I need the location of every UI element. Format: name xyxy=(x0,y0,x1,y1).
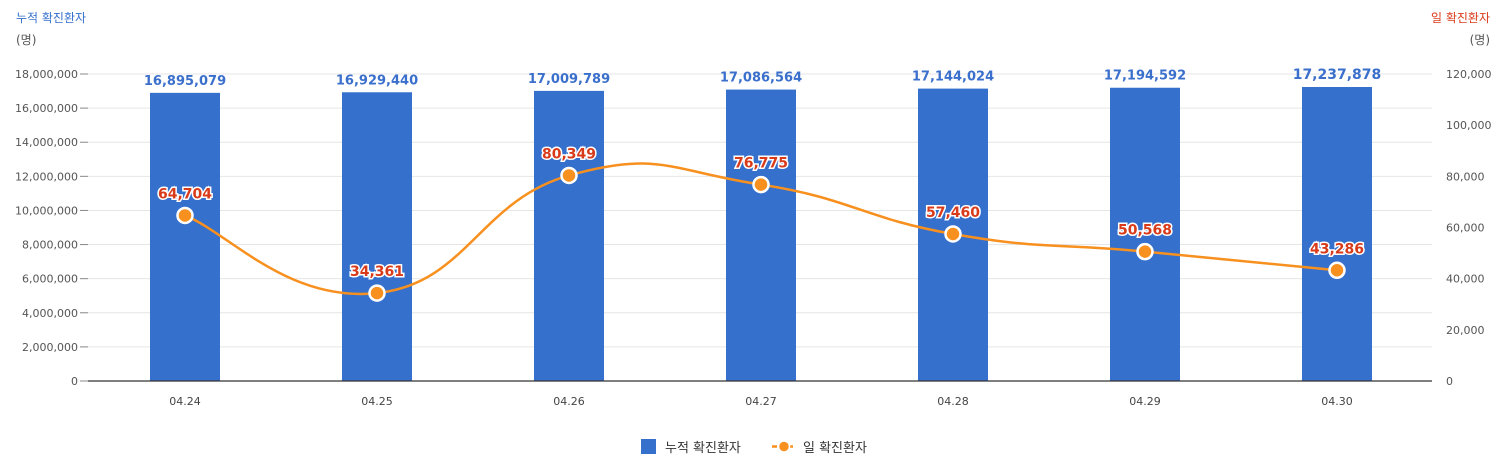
line-point xyxy=(1136,242,1154,261)
x-tick-label: 04.26 xyxy=(553,395,585,408)
point-value-label: 34,361 xyxy=(350,264,404,280)
left-axis: 0 2,000,000 4,000,000 6,000,000 8,000,000 10,… xyxy=(15,68,88,388)
right-tick-label: 0 xyxy=(1446,375,1453,388)
line-point xyxy=(944,225,962,243)
line-point xyxy=(560,166,578,185)
bar xyxy=(150,92,220,382)
left-tick-label: 16,000,000 xyxy=(15,102,78,115)
point-value-label: 50,568 xyxy=(1118,223,1172,239)
bar xyxy=(534,90,604,381)
legend-swatch-bar xyxy=(641,439,656,454)
x-tick-label: 04.27 xyxy=(745,395,777,408)
point-value-label: 80,349 xyxy=(542,146,596,162)
legend-label-daily: 일 확진환자 xyxy=(803,441,867,456)
legend-label-cumulative: 누적 확진환자 xyxy=(665,441,741,456)
bar-value-label: 17,237,878 xyxy=(1293,67,1382,83)
point-value-label: 57,460 xyxy=(926,205,980,221)
bar-value-label: 17,086,564 xyxy=(720,71,802,86)
left-axis-title: 누적 확진환자 xyxy=(16,11,86,25)
x-axis: 04.24 04.25 04.26 04.27 04.28 04.29 04.30 xyxy=(169,395,1353,408)
left-tick-label: 10,000,000 xyxy=(15,204,78,217)
x-tick-label: 04.30 xyxy=(1321,395,1353,408)
x-tick-label: 04.28 xyxy=(937,395,969,408)
x-tick-label: 04.24 xyxy=(169,395,201,408)
left-tick-label: 18,000,000 xyxy=(15,68,78,81)
line-point xyxy=(1328,261,1346,280)
bar-series xyxy=(150,86,1372,382)
left-tick-label: 0 xyxy=(71,375,78,388)
bar xyxy=(1302,86,1372,381)
point-value-label: 43,286 xyxy=(1310,241,1364,257)
line-point xyxy=(752,175,770,194)
point-value-label: 76,775 xyxy=(734,156,788,172)
bar xyxy=(1110,87,1180,381)
left-tick-label: 12,000,000 xyxy=(15,170,78,183)
bar-value-label: 16,895,079 xyxy=(144,74,226,89)
x-tick-label: 04.29 xyxy=(1129,395,1161,408)
line-points xyxy=(176,166,1346,302)
left-tick-label: 2,000,000 xyxy=(22,341,78,354)
left-tick-label: 14,000,000 xyxy=(15,136,78,149)
right-tick-label: 80,000 xyxy=(1446,170,1485,183)
line-point xyxy=(368,284,386,302)
bar xyxy=(726,89,796,381)
x-tick-label: 04.25 xyxy=(361,395,393,408)
right-axis-title: 일 확진환자 xyxy=(1431,11,1490,25)
left-tick-label: 4,000,000 xyxy=(22,307,78,320)
right-axis: 0 20,000 40,000 60,000 80,000 100,000 120,000 xyxy=(1446,68,1492,388)
right-axis-unit: (명) xyxy=(1470,33,1490,47)
right-tick-label: 40,000 xyxy=(1446,273,1485,286)
left-axis-unit: (명) xyxy=(16,33,36,47)
right-tick-label: 60,000 xyxy=(1446,222,1485,235)
bar-value-label: 16,929,440 xyxy=(336,73,418,88)
legend-swatch-marker xyxy=(777,440,791,453)
right-tick-label: 20,000 xyxy=(1446,324,1485,337)
left-tick-label: 6,000,000 xyxy=(22,273,78,286)
right-tick-label: 100,000 xyxy=(1446,119,1492,132)
bar-value-label: 17,194,592 xyxy=(1104,69,1186,84)
left-tick-label: 8,000,000 xyxy=(22,239,78,252)
bar-value-labels: 16,895,079 16,929,440 17,009,789 17,086,564… xyxy=(144,67,1381,89)
legend: 누적 확진환자 일 확진환자 xyxy=(641,439,867,456)
bar-value-label: 17,009,789 xyxy=(528,72,610,87)
line-point xyxy=(176,206,194,225)
bar-value-label: 17,144,024 xyxy=(912,70,994,85)
bar xyxy=(342,92,412,381)
right-tick-label: 120,000 xyxy=(1446,68,1492,81)
point-value-labels: 64,704 34,361 80,349 76,775 57,460 50,568 43,2… xyxy=(156,145,1365,282)
point-value-label: 64,704 xyxy=(158,186,212,202)
